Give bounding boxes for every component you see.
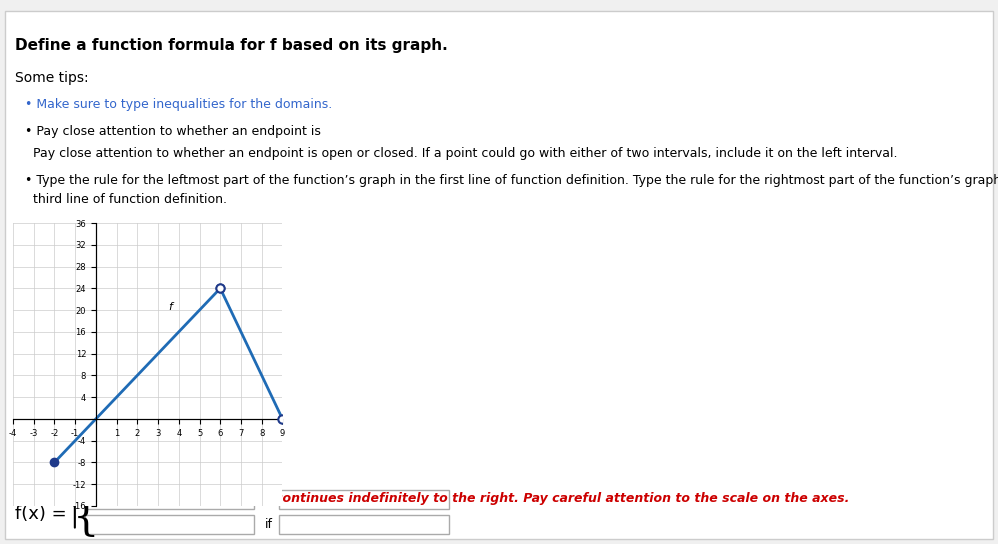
Text: Pay close attention to whether an endpoint is open or closed. If a point could g: Pay close attention to whether an endpoi… — [25, 147, 897, 160]
Text: • Make sure to type inequalities for the domains.: • Make sure to type inequalities for the… — [25, 98, 332, 111]
Text: • Type the rule for the leftmost part of the function’s graph in the first line : • Type the rule for the leftmost part of… — [25, 174, 998, 187]
Text: {: { — [73, 497, 100, 539]
Text: • Pay close attention to whether an endpoint is: • Pay close attention to whether an endp… — [25, 125, 324, 138]
Text: Some tips:: Some tips: — [15, 71, 89, 85]
Text: if: if — [264, 518, 272, 531]
Bar — [85, 490, 254, 509]
Text: f: f — [169, 302, 173, 312]
Bar — [279, 490, 449, 509]
Bar — [85, 515, 254, 534]
Bar — [279, 515, 449, 534]
Text: Define a function formula for f based on its graph.: Define a function formula for f based on… — [15, 38, 448, 53]
Text: third line of function definition.: third line of function definition. — [25, 193, 227, 206]
Text: f(x) =: f(x) = — [15, 505, 67, 523]
Text: if: if — [264, 493, 272, 505]
Text: Assume that the function's behavior continues indefinitely to the right. Pay car: Assume that the function's behavior cont… — [15, 492, 850, 505]
